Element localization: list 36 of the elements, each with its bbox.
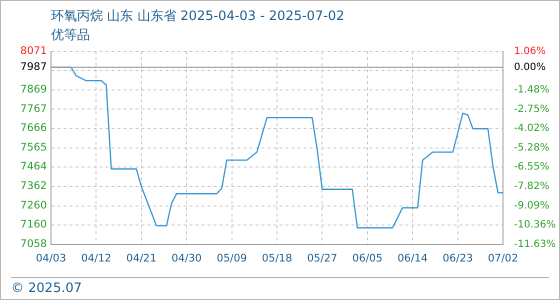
x-tick-label: 07/02 bbox=[488, 252, 518, 264]
y-tick-label: 7767 bbox=[20, 102, 47, 115]
x-tick-label: 04/21 bbox=[126, 252, 157, 264]
x-tick-label: 06/05 bbox=[352, 252, 383, 264]
y2-tick-label: -9.09% bbox=[514, 200, 550, 212]
chart-subtitle: 优等品 bbox=[51, 27, 90, 44]
y2-tick-label: -4.02% bbox=[514, 123, 550, 134]
x-tick-label: 06/14 bbox=[397, 252, 428, 264]
text: © 2025.07 bbox=[11, 277, 549, 296]
y2-tick-label: -2.75% bbox=[514, 104, 550, 115]
x-tick-label: 04/30 bbox=[171, 252, 202, 264]
y2-tick-label: -5.28% bbox=[514, 142, 550, 154]
y2-tick-label: -10.36% bbox=[514, 220, 556, 231]
y-tick-label: 7260 bbox=[20, 200, 47, 212]
x-tick-label: 05/18 bbox=[262, 252, 292, 264]
y-tick-label: 8071 bbox=[20, 45, 47, 58]
y2-tick-label: -11.63% bbox=[514, 238, 556, 250]
y-tick-label: 7987 bbox=[20, 61, 47, 74]
x-tick-label: 06/23 bbox=[442, 252, 473, 264]
y-tick-label: 7869 bbox=[20, 84, 47, 96]
y2-tick-label: 1.06% bbox=[514, 46, 546, 57]
y2-tick-label: -7.82% bbox=[514, 181, 550, 192]
y2-tick-label: 0.00% bbox=[514, 62, 546, 74]
y2-tick-label: -1.48% bbox=[514, 84, 550, 96]
x-tick-label: 04/03 bbox=[36, 252, 66, 264]
x-tick-label: 05/27 bbox=[307, 252, 338, 264]
chart-title: 环氧丙烷 山东 山东省 2025-04-03 - 2025-07-02 bbox=[51, 8, 344, 25]
y-tick-label: 7160 bbox=[20, 218, 47, 231]
y-tick-label: 7362 bbox=[20, 180, 47, 192]
y-tick-label: 7058 bbox=[20, 238, 47, 250]
x-tick-label: 05/09 bbox=[216, 252, 247, 264]
y-tick-label: 7464 bbox=[20, 160, 48, 173]
y-tick-label: 7565 bbox=[20, 141, 47, 154]
y2-tick-label: -6.55% bbox=[514, 162, 550, 173]
x-tick-label: 04/12 bbox=[81, 252, 112, 264]
y-tick-label: 7666 bbox=[20, 122, 48, 134]
